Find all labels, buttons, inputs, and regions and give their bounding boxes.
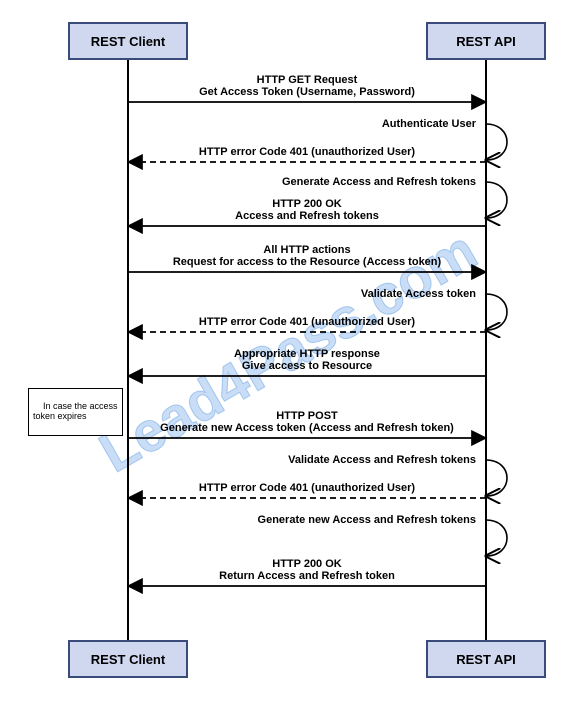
message-label: HTTP error Code 401 (unauthorized User)	[134, 146, 480, 158]
message-label: HTTP 200 OK Access and Refresh tokens	[134, 198, 480, 222]
message-label: Appropriate HTTP response Give access to…	[134, 348, 480, 372]
self-message-arc	[486, 520, 507, 556]
self-message-arc	[486, 124, 507, 160]
lifeline-client	[127, 60, 129, 640]
message-label: HTTP POST Generate new Access token (Acc…	[134, 410, 480, 434]
message-label: All HTTP actions Request for access to t…	[134, 244, 480, 268]
message-label: HTTP error Code 401 (unauthorized User)	[134, 316, 480, 328]
actor-api-top: REST API	[426, 22, 546, 60]
actor-client-label-b: REST Client	[91, 652, 165, 667]
actor-api-label-b: REST API	[456, 652, 515, 667]
message-label: HTTP 200 OK Return Access and Refresh to…	[134, 558, 480, 582]
actor-client-bottom: REST Client	[68, 640, 188, 678]
note-text: In case the access token expires	[33, 401, 118, 421]
message-label: HTTP GET Request Get Access Token (Usern…	[134, 74, 480, 98]
message-label: Authenticate User	[138, 118, 476, 130]
self-message-arc	[486, 182, 507, 218]
actor-client-label: REST Client	[91, 34, 165, 49]
sequence-diagram: Lead4Pass.com REST Client REST API REST …	[0, 0, 575, 701]
lifeline-api	[485, 60, 487, 640]
message-label: Generate new Access and Refresh tokens	[138, 514, 476, 526]
note-token-expires: In case the access token expires	[28, 388, 123, 436]
message-label: Validate Access and Refresh tokens	[138, 454, 476, 466]
self-message-arc	[486, 460, 507, 496]
message-label: Generate Access and Refresh tokens	[138, 176, 476, 188]
actor-client-top: REST Client	[68, 22, 188, 60]
message-label: Validate Access token	[138, 288, 476, 300]
actor-api-bottom: REST API	[426, 640, 546, 678]
self-message-arc	[486, 294, 507, 330]
message-label: HTTP error Code 401 (unauthorized User)	[134, 482, 480, 494]
actor-api-label: REST API	[456, 34, 515, 49]
